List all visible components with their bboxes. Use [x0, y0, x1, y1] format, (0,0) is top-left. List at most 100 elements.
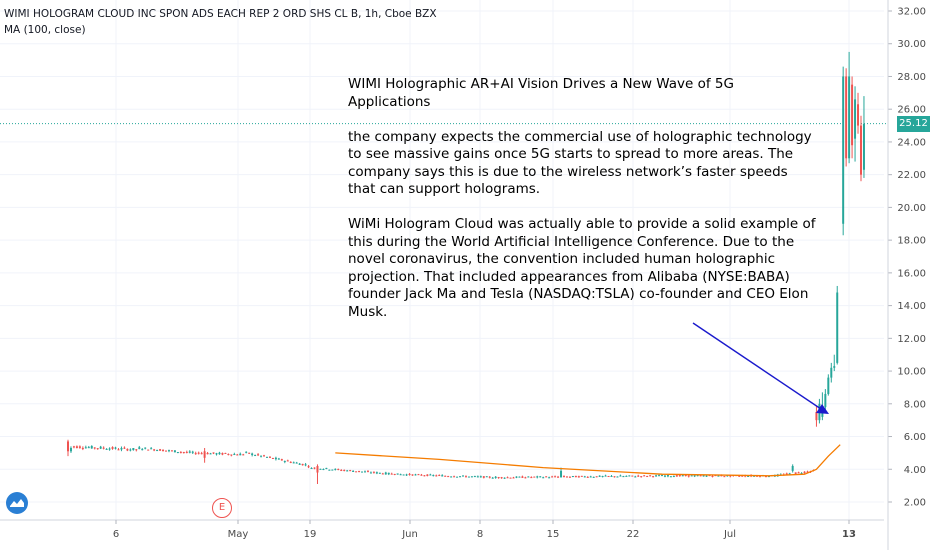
- candle-body: [848, 76, 851, 159]
- candle-body: [473, 476, 476, 478]
- candle-body: [307, 466, 310, 468]
- candle-body: [459, 476, 462, 478]
- candle-body: [509, 477, 512, 479]
- candle-body: [358, 470, 361, 472]
- candle-body: [236, 454, 239, 456]
- annotation-paragraph: the company expects the commercial use o…: [348, 128, 812, 198]
- candle-body: [337, 468, 340, 470]
- y-tick-label: 30.00: [897, 39, 926, 50]
- tradingview-logo-icon[interactable]: [6, 492, 28, 514]
- candle-body: [464, 476, 467, 478]
- annotation-text-box: WIMI Holographic AR+AI Vision Drives a N…: [348, 76, 818, 321]
- candle-body: [456, 476, 459, 478]
- annotation-paragraph: WiMi Hologram Cloud was actually able to…: [348, 216, 816, 320]
- candle-body: [571, 475, 574, 477]
- earnings-event-marker[interactable]: E: [212, 498, 232, 518]
- candle-body: [557, 476, 560, 478]
- candle-body: [194, 453, 197, 455]
- candle-body: [132, 448, 135, 451]
- candle-body: [842, 76, 845, 224]
- annotation-arrow: [692, 322, 829, 414]
- candle-body: [533, 476, 536, 478]
- candle-body: [197, 452, 200, 454]
- candle-body: [304, 464, 307, 466]
- y-tick-label: 16.00: [897, 268, 926, 279]
- candle-body: [536, 476, 539, 478]
- candle-body: [114, 447, 117, 449]
- candle-body: [634, 476, 637, 478]
- candle-body: [173, 450, 176, 453]
- candle-body: [577, 476, 580, 478]
- candle-body: [417, 474, 420, 476]
- candle-body: [447, 476, 450, 478]
- candle-body: [450, 476, 453, 478]
- candle-body: [87, 447, 90, 449]
- candle-body: [129, 449, 132, 451]
- candle-body: [699, 475, 702, 477]
- candle-body: [105, 448, 108, 450]
- candle-body: [583, 476, 586, 478]
- candle-body: [230, 454, 233, 456]
- candle-body: [408, 473, 411, 475]
- last-price-label: 25.12: [897, 116, 930, 132]
- candle-body: [248, 452, 251, 454]
- candle-body: [165, 450, 168, 452]
- candle-body: [215, 453, 218, 455]
- y-tick-label: 20.00: [897, 203, 926, 214]
- candle-body: [794, 472, 797, 474]
- candle-body: [857, 104, 860, 126]
- candle-body: [643, 475, 646, 477]
- candle-body: [378, 472, 381, 474]
- candle-body: [494, 476, 497, 478]
- candle-body: [785, 473, 788, 475]
- candle-body: [836, 292, 839, 363]
- candle-body: [283, 461, 286, 463]
- candle-body: [159, 449, 162, 451]
- x-tick-label: 19: [304, 529, 317, 540]
- candle-body: [512, 477, 515, 479]
- candle-body: [96, 448, 99, 450]
- y-tick-label: 4.00: [904, 465, 926, 476]
- candle-body: [265, 456, 268, 458]
- candle-body: [135, 449, 138, 451]
- candle-body: [521, 476, 524, 478]
- candle-body: [111, 447, 114, 449]
- candle-body: [833, 366, 836, 368]
- candle-body: [212, 452, 215, 454]
- candle-body: [289, 461, 292, 463]
- candle-body: [625, 475, 628, 477]
- candle-body: [631, 475, 634, 477]
- x-tick-label: 6: [113, 529, 119, 540]
- candle-body: [280, 459, 283, 461]
- candle-body: [245, 451, 248, 453]
- y-tick-label: 6.00: [904, 432, 926, 443]
- candle-body: [764, 476, 767, 478]
- candle-body: [854, 99, 857, 139]
- candle-body: [254, 455, 257, 457]
- candle-body: [435, 475, 438, 477]
- candle-body: [188, 451, 191, 453]
- candle-body: [102, 447, 105, 449]
- candle-body: [756, 475, 759, 477]
- candle-body: [153, 449, 156, 451]
- candle-body: [108, 448, 111, 450]
- indicator-legend[interactable]: MA (100, close): [4, 24, 86, 36]
- candle-body: [720, 475, 723, 477]
- candle-body: [551, 476, 554, 478]
- candle-body: [313, 467, 316, 469]
- candle-body: [381, 473, 384, 475]
- y-tick-label: 26.00: [897, 105, 926, 116]
- candle-body: [343, 469, 346, 471]
- candle-body: [364, 471, 366, 473]
- candle-body: [429, 474, 432, 476]
- candle-body: [708, 475, 711, 477]
- candle-body: [622, 476, 625, 478]
- candle-body: [185, 451, 188, 453]
- candle-body: [851, 84, 854, 146]
- candle-body: [316, 465, 319, 473]
- candle-body: [524, 477, 527, 479]
- candle-body: [384, 472, 387, 475]
- candle-body: [589, 476, 592, 478]
- candle-body: [120, 448, 123, 450]
